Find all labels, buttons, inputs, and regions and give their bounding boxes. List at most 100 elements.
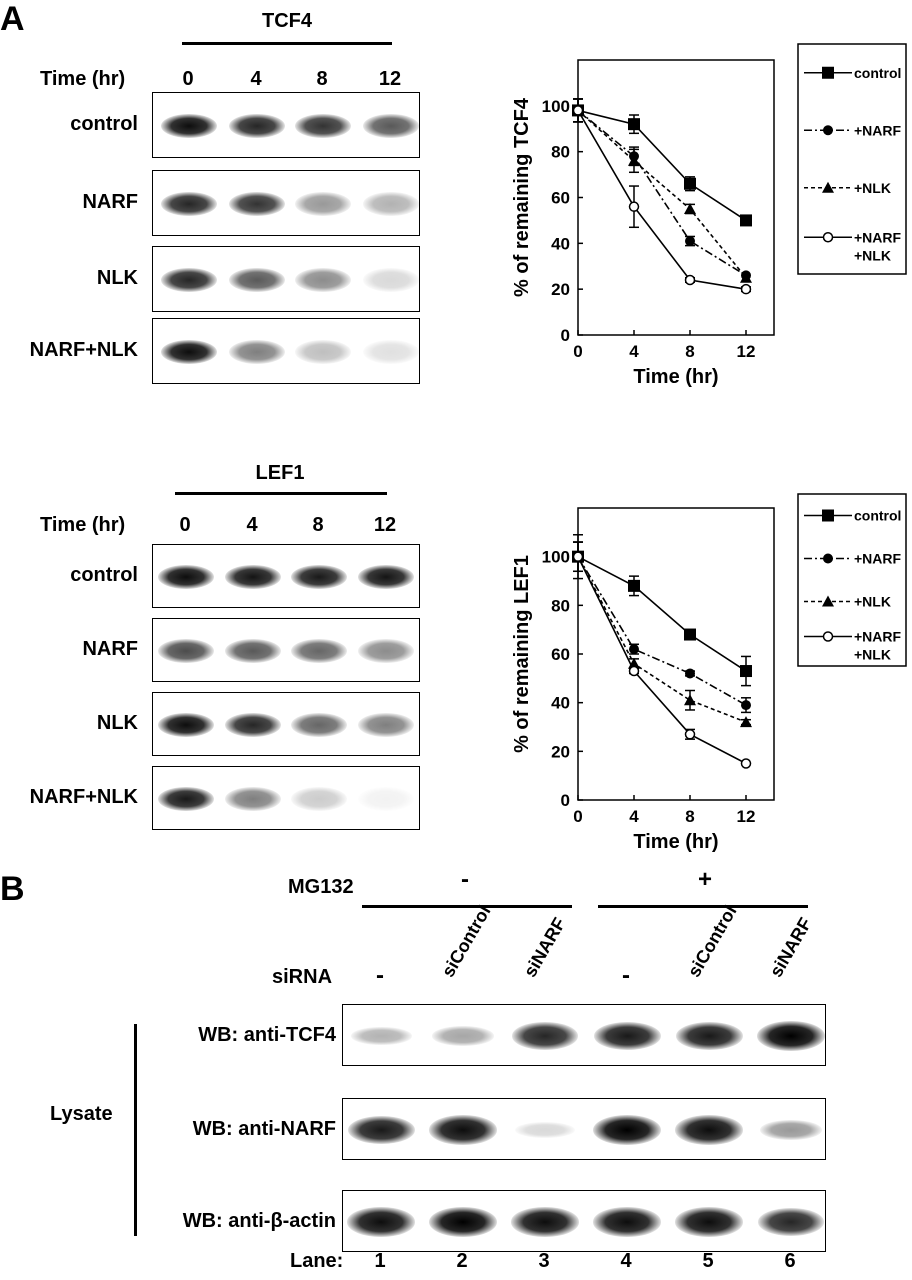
time-tick: 0 xyxy=(182,68,194,90)
sirna-lane-label: - xyxy=(622,962,630,989)
blot-band xyxy=(757,1208,825,1236)
marker-open-circle xyxy=(822,232,834,243)
blot-band xyxy=(158,787,214,811)
blot-band xyxy=(161,192,217,216)
lane-number: 3 xyxy=(538,1250,550,1272)
blot-row-label: WB: anti-NARF xyxy=(192,1118,336,1140)
blot-box xyxy=(342,1190,826,1252)
blot-band xyxy=(347,1115,415,1145)
blot-band xyxy=(158,565,214,589)
marker-triangle xyxy=(740,271,752,283)
marker-open-circle xyxy=(628,201,640,212)
blot-band xyxy=(429,1207,497,1237)
y-tick-label: 60 xyxy=(551,645,570,664)
y-tick-label: 40 xyxy=(551,234,570,253)
y-tick-label: 80 xyxy=(551,143,570,162)
lef1-time-label: Time (hr) xyxy=(40,514,126,536)
blot-band xyxy=(295,192,351,216)
blot-band xyxy=(295,268,351,292)
lef1-header: LEF1 xyxy=(255,462,305,484)
marker-open-circle xyxy=(684,274,696,286)
blot-band xyxy=(229,340,285,364)
blot-band xyxy=(675,1115,743,1145)
blot-band xyxy=(358,713,414,737)
marker-open-circle xyxy=(740,283,752,295)
blot-band xyxy=(593,1021,661,1051)
legend-entry-label: +NARF xyxy=(854,629,902,645)
time-tick: 4 xyxy=(246,514,258,536)
series-0 xyxy=(572,98,752,227)
legend: control +NARF +NLK +NARF +NLK xyxy=(797,43,907,275)
blot-band xyxy=(229,192,285,216)
panel-a-letter: A xyxy=(0,0,25,38)
blot-band xyxy=(225,565,281,589)
legend-frame xyxy=(797,43,907,275)
series-line xyxy=(577,109,747,222)
blot-band xyxy=(511,1022,579,1050)
blot-band xyxy=(363,192,419,216)
legend-entry-label: +NLK xyxy=(854,180,891,196)
blot-row-label: WB: anti-β-actin xyxy=(182,1210,336,1232)
series-line xyxy=(577,110,747,290)
legend-entry-label: control xyxy=(854,65,901,81)
tcf4-time-label: Time (hr) xyxy=(40,68,126,90)
x-tick-label: 8 xyxy=(685,342,694,361)
legend-entry-label: +NLK xyxy=(854,247,891,263)
blot-band xyxy=(291,565,347,589)
blot-band xyxy=(295,340,351,364)
x-tick-label: 12 xyxy=(737,807,756,826)
lef1-degradation-chart: 0 20 40 60 80 100 0 4 8 12 Time (hr) % of remaining… xyxy=(511,493,907,853)
y-tick-label: 100 xyxy=(542,97,570,116)
blot-row-label: NARF xyxy=(82,191,138,213)
series-line xyxy=(577,556,747,723)
blot-band xyxy=(158,713,214,737)
blot-box xyxy=(342,1098,826,1160)
marker-square xyxy=(822,509,834,522)
marker-circle xyxy=(823,553,833,564)
blot-band xyxy=(295,114,351,138)
blot-band xyxy=(358,565,414,589)
marker-square xyxy=(822,66,834,79)
lane-number: 4 xyxy=(620,1250,632,1272)
marker-square xyxy=(628,579,640,592)
x-tick-label: 4 xyxy=(629,807,639,826)
panel-b-letter: B xyxy=(0,870,25,908)
marker-square xyxy=(740,214,752,227)
series-line xyxy=(577,109,747,279)
y-axis-label: % of remaining LEF1 xyxy=(511,555,533,753)
y-tick-label: 20 xyxy=(551,742,570,761)
series-0 xyxy=(572,534,752,687)
time-tick: 0 xyxy=(179,514,191,536)
blot-band xyxy=(675,1207,743,1237)
y-tick-label: 0 xyxy=(561,791,570,810)
legend-entry-label: +NARF xyxy=(854,229,902,245)
lef1-header-bar xyxy=(175,492,387,495)
blot-band xyxy=(347,1207,415,1237)
time-tick: 12 xyxy=(378,68,402,90)
sirna-lane-label: siControl xyxy=(683,902,741,981)
blot-box xyxy=(342,1004,826,1066)
blot-band xyxy=(511,1207,579,1237)
blot-band xyxy=(225,639,281,663)
mg132-minus: - xyxy=(461,866,469,893)
marker-open-circle xyxy=(822,631,834,642)
x-tick-label: 0 xyxy=(573,342,582,361)
blot-band xyxy=(675,1021,743,1051)
blot-band xyxy=(593,1115,661,1145)
blot-band xyxy=(161,340,217,364)
blot-box xyxy=(152,544,420,608)
series-3 xyxy=(572,541,752,769)
y-tick-label: 80 xyxy=(551,596,570,615)
lane-number: 1 xyxy=(374,1250,386,1272)
blot-band xyxy=(225,787,281,811)
blot-band xyxy=(363,268,419,292)
time-tick: 8 xyxy=(312,514,324,536)
blot-band xyxy=(429,1115,497,1145)
blot-row-label: control xyxy=(70,113,138,135)
marker-triangle xyxy=(628,154,640,166)
y-tick-label: 60 xyxy=(551,189,570,208)
blot-box xyxy=(152,618,420,682)
tcf4-header: TCF4 xyxy=(262,10,312,32)
lane-label: Lane: xyxy=(290,1250,344,1272)
x-tick-label: 4 xyxy=(629,342,639,361)
